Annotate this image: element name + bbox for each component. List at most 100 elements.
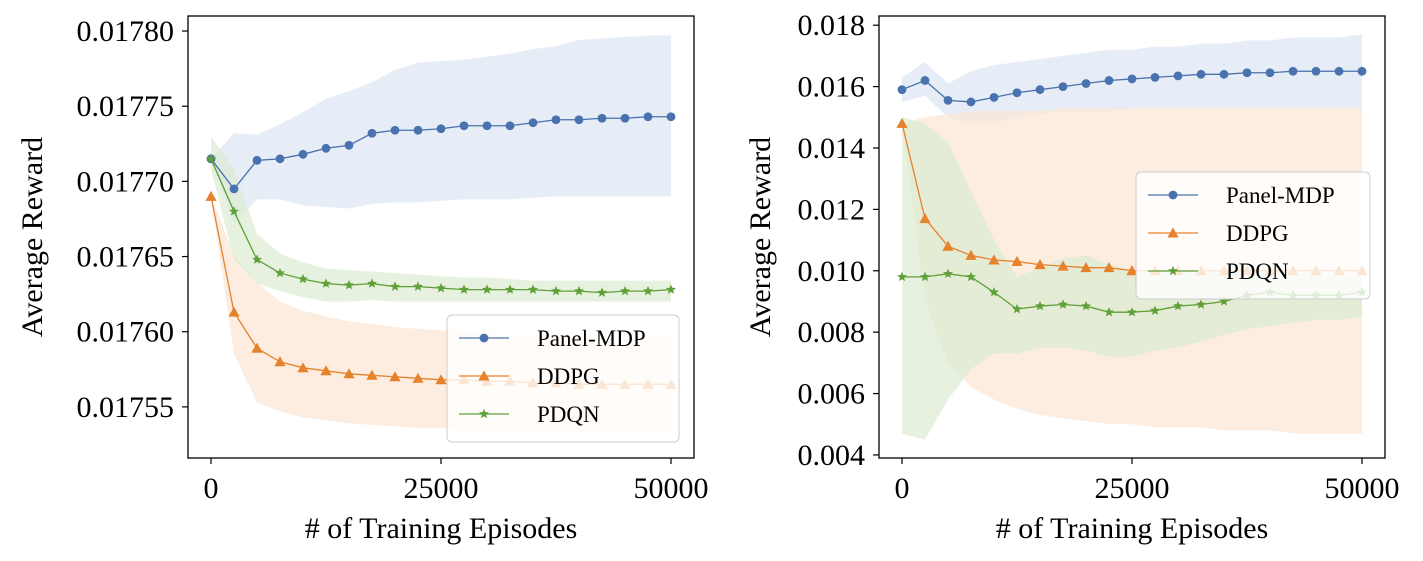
right-chart-legend-label-panel-mdp: Panel-MDP bbox=[1226, 183, 1335, 208]
right-chart-legend-marker-panel-mdp bbox=[1168, 190, 1178, 200]
left-chart-point-ddpg bbox=[366, 369, 378, 380]
right-chart-x-tick-label: 50000 bbox=[1325, 472, 1400, 505]
right-chart-band-pdqn bbox=[902, 117, 1362, 440]
right-chart-point-ddpg bbox=[965, 249, 977, 260]
right-chart-legend: Panel-MDP DDPG PDQN bbox=[1135, 171, 1371, 300]
right-chart-y-tick-label: 0.008 bbox=[798, 316, 866, 349]
left-chart-point-panel-mdp bbox=[390, 125, 400, 135]
left-chart-point-panel-mdp bbox=[574, 115, 584, 125]
right-chart-x-axis: 0 25000 50000 bbox=[895, 458, 1400, 505]
left-chart-legend-marker-ddpg bbox=[478, 370, 490, 381]
left-chart-point-ddpg bbox=[274, 356, 286, 367]
right-chart-point-panel-mdp bbox=[1173, 71, 1183, 81]
left-chart-legend-label-pdqn: PDQN bbox=[537, 402, 600, 427]
right-chart-x-tick-label: 25000 bbox=[1095, 472, 1170, 505]
left-chart-point-panel-mdp bbox=[344, 140, 354, 150]
left-chart-x-tick-label: 0 bbox=[204, 472, 219, 505]
right-chart-point-pdqn bbox=[1035, 300, 1045, 311]
left-chart-point-pdqn bbox=[505, 284, 515, 294]
left-chart-x-tick-label: 50000 bbox=[634, 472, 709, 505]
left-chart-point-panel-mdp bbox=[321, 143, 331, 153]
left-chart-point-ddpg bbox=[412, 372, 424, 383]
left-chart-point-pdqn bbox=[367, 278, 377, 288]
right-chart-legend-label-pdqn: PDQN bbox=[1226, 259, 1289, 284]
left-chart-point-panel-mdp bbox=[413, 125, 423, 135]
left-chart-point-panel-mdp bbox=[298, 149, 308, 159]
right-chart-point-pdqn bbox=[1173, 300, 1183, 311]
left-chart-legend-marker-pdqn bbox=[479, 408, 489, 419]
right-chart-legend-box bbox=[1135, 171, 1371, 300]
right-chart-point-panel-mdp bbox=[920, 76, 930, 85]
left-chart-point-ddpg bbox=[320, 365, 332, 376]
right-chart-point-panel-mdp bbox=[1311, 66, 1321, 76]
left-chart-y-tick-label: 0.01760 bbox=[77, 316, 175, 349]
right-chart-point-panel-mdp bbox=[1265, 68, 1275, 78]
right-chart-point-panel-mdp bbox=[966, 97, 976, 107]
right-chart-point-pdqn bbox=[1058, 299, 1068, 309]
right-chart-point-ddpg bbox=[1057, 260, 1069, 271]
left-chart-point-pdqn bbox=[620, 285, 630, 296]
right-chart-point-panel-mdp bbox=[1288, 66, 1298, 76]
left-chart-point-pdqn bbox=[413, 281, 423, 291]
left-chart-point-pdqn bbox=[482, 284, 492, 294]
right-chart-point-panel-mdp bbox=[1081, 79, 1091, 88]
left-chart-point-panel-mdp bbox=[505, 121, 515, 131]
right-chart-legend-marker-ddpg bbox=[1167, 227, 1179, 238]
left-chart-y-tick-label: 0.01770 bbox=[77, 165, 175, 198]
left-chart-legend-marker-panel-mdp bbox=[479, 333, 489, 343]
left-chart-legend-box bbox=[446, 314, 680, 443]
left-chart-point-panel-mdp bbox=[275, 154, 285, 164]
left-chart-y-tick-label: 0.01755 bbox=[77, 391, 175, 424]
right-chart-y-tick-label: 0.010 bbox=[798, 255, 866, 288]
right-chart-y-tick-label: 0.016 bbox=[798, 71, 866, 104]
left-chart-point-panel-mdp bbox=[643, 112, 653, 122]
left-chart-point-panel-mdp bbox=[551, 115, 561, 125]
right-chart-point-ddpg bbox=[1126, 265, 1138, 276]
right-chart: 0.004 0.006 0.008 0.010 0.012 0.014 0.016 0.018… bbox=[744, 9, 1400, 545]
left-chart-point-panel-mdp bbox=[229, 184, 239, 194]
right-chart-point-panel-mdp bbox=[1196, 69, 1206, 79]
right-chart-point-panel-mdp bbox=[897, 85, 907, 95]
right-chart-point-pdqn bbox=[943, 268, 953, 279]
right-chart-point-panel-mdp bbox=[1035, 85, 1045, 95]
left-chart-y-tick-label: 0.01775 bbox=[77, 90, 175, 123]
right-chart-legend-marker-pdqn bbox=[1168, 265, 1178, 276]
right-chart-point-pdqn bbox=[966, 271, 976, 282]
right-chart-point-panel-mdp bbox=[1058, 82, 1068, 91]
right-chart-y-tick-label: 0.014 bbox=[798, 132, 866, 165]
left-chart: 0.01755 0.01760 0.01765 0.01770 0.01775 0.017… bbox=[16, 15, 709, 545]
right-chart-y-tick-label: 0.006 bbox=[798, 378, 866, 411]
left-chart-point-pdqn bbox=[597, 287, 607, 297]
right-chart-point-pdqn bbox=[1104, 307, 1114, 317]
right-chart-point-panel-mdp bbox=[989, 92, 999, 102]
right-chart-point-ddpg bbox=[1011, 255, 1023, 267]
right-chart-y-axis: 0.004 0.006 0.008 0.010 0.012 0.014 0.016 0.018 bbox=[798, 9, 879, 472]
right-chart-x-axis-label: # of Training Episodes bbox=[996, 512, 1269, 545]
right-chart-y-tick-label: 0.004 bbox=[798, 439, 866, 472]
left-chart-y-tick-label: 0.01780 bbox=[77, 15, 175, 48]
left-chart-point-pdqn bbox=[436, 282, 446, 293]
right-chart-point-pdqn bbox=[1081, 300, 1091, 311]
left-chart-point-pdqn bbox=[321, 278, 331, 288]
left-chart-point-panel-mdp bbox=[528, 118, 538, 128]
left-chart-point-ddpg bbox=[228, 306, 240, 317]
right-chart-point-panel-mdp bbox=[1104, 76, 1114, 85]
left-chart-point-ddpg bbox=[343, 368, 355, 379]
left-chart-point-pdqn bbox=[574, 285, 584, 296]
left-chart-y-axis-label: Average Reward bbox=[16, 137, 49, 337]
left-chart-point-panel-mdp bbox=[367, 128, 377, 138]
left-chart-point-pdqn bbox=[390, 281, 400, 291]
left-chart-x-tick-label: 25000 bbox=[404, 472, 479, 505]
right-chart-y-tick-label: 0.012 bbox=[798, 193, 866, 226]
right-chart-point-ddpg bbox=[988, 254, 1000, 265]
right-chart-point-panel-mdp bbox=[1334, 66, 1344, 76]
left-chart-point-pdqn bbox=[229, 206, 239, 216]
left-chart-point-ddpg bbox=[251, 342, 263, 353]
left-chart-y-tick-label: 0.01765 bbox=[77, 241, 175, 274]
left-chart-legend: Panel-MDP DDPG PDQN bbox=[446, 314, 680, 443]
left-chart-point-pdqn bbox=[344, 279, 354, 290]
right-chart-point-pdqn bbox=[897, 271, 907, 282]
right-chart-point-pdqn bbox=[1219, 296, 1229, 306]
right-chart-point-panel-mdp bbox=[943, 96, 953, 105]
left-chart-band-pdqn bbox=[211, 136, 671, 302]
